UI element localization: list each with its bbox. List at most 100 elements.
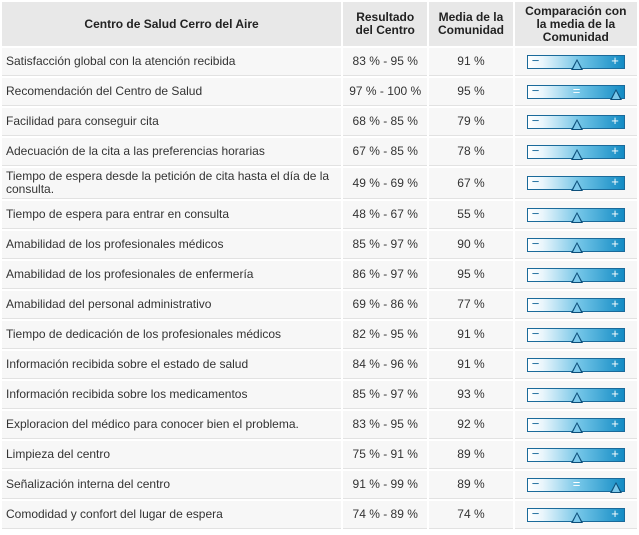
row-community-mean: 90 % bbox=[429, 231, 513, 259]
triangle-marker-center-icon bbox=[570, 211, 583, 223]
table-row: Satisfacción global con la atención reci… bbox=[2, 48, 637, 76]
row-result-range: 85 % - 97 % bbox=[343, 381, 428, 409]
plus-icon: + bbox=[611, 142, 619, 158]
table-row: Amabilidad de los profesionales médicos 8… bbox=[2, 231, 637, 259]
row-community-mean: 55 % bbox=[429, 201, 513, 229]
minus-icon: − bbox=[531, 445, 540, 461]
row-result-range: 68 % - 85 % bbox=[343, 108, 428, 136]
row-result-range: 49 % - 69 % bbox=[343, 168, 428, 199]
row-comparison: − + bbox=[514, 411, 637, 439]
minus-icon: − bbox=[531, 112, 540, 128]
plus-icon: + bbox=[611, 112, 619, 128]
row-community-mean: 79 % bbox=[429, 108, 513, 136]
plus-icon: + bbox=[611, 265, 619, 281]
row-result-range: 84 % - 96 % bbox=[343, 351, 428, 379]
comparison-bar: − + bbox=[526, 142, 625, 160]
row-community-mean: 91 % bbox=[429, 48, 513, 76]
row-item-label: Facilidad para conseguir cita bbox=[2, 108, 342, 136]
triangle-marker-center-icon bbox=[570, 391, 583, 403]
minus-icon: − bbox=[531, 505, 540, 521]
triangle-marker-center-icon bbox=[570, 451, 583, 463]
row-item-label: Amabilidad del personal administrativo bbox=[2, 291, 342, 319]
row-result-range: 48 % - 67 % bbox=[343, 201, 428, 229]
row-item-label: Limpieza del centro bbox=[2, 441, 342, 469]
plus-icon: + bbox=[611, 174, 619, 189]
row-community-mean: 77 % bbox=[429, 291, 513, 319]
minus-icon: − bbox=[531, 325, 540, 341]
table-row: Comodidad y confort del lugar de espera 7… bbox=[2, 501, 637, 529]
row-item-label: Recomendación del Centro de Salud bbox=[2, 78, 342, 106]
row-comparison: − + bbox=[514, 138, 637, 166]
row-comparison: − = bbox=[514, 78, 637, 106]
row-result-range: 85 % - 97 % bbox=[343, 231, 428, 259]
row-community-mean: 78 % bbox=[429, 138, 513, 166]
comparison-bar: − + bbox=[526, 325, 625, 343]
row-item-label: Adecuación de la cita a las preferencias… bbox=[2, 138, 342, 166]
comparison-bar: − = bbox=[526, 475, 625, 493]
comparison-bar: − + bbox=[526, 385, 625, 403]
row-comparison: − + bbox=[514, 501, 637, 529]
comparison-bar: − + bbox=[526, 415, 625, 433]
row-result-range: 91 % - 99 % bbox=[343, 471, 428, 499]
row-comparison: − + bbox=[514, 291, 637, 319]
table-row: Amabilidad del personal administrativo 69… bbox=[2, 291, 637, 319]
row-result-range: 69 % - 86 % bbox=[343, 291, 428, 319]
row-item-label: Amabilidad de los profesionales médicos bbox=[2, 231, 342, 259]
header-row: Centro de Salud Cerro del Aire Resultado… bbox=[2, 2, 637, 46]
comparison-bar: − + bbox=[526, 52, 625, 70]
table-row: Señalización interna del centro 91 % - 99… bbox=[2, 471, 637, 499]
triangle-marker-center-icon bbox=[570, 241, 583, 253]
row-item-label: Amabilidad de los profesionales de enfer… bbox=[2, 261, 342, 289]
row-item-label: Tiempo de dedicación de los profesionale… bbox=[2, 321, 342, 349]
table-row: Adecuación de la cita a las preferencias… bbox=[2, 138, 637, 166]
plus-icon: + bbox=[611, 295, 619, 311]
row-result-range: 97 % - 100 % bbox=[343, 78, 428, 106]
table-row: Amabilidad de los profesionales de enfer… bbox=[2, 261, 637, 289]
minus-icon: − bbox=[531, 235, 540, 251]
table-row: Información recibida sobre los medicamen… bbox=[2, 381, 637, 409]
row-result-range: 74 % - 89 % bbox=[343, 501, 428, 529]
triangle-marker-center-icon bbox=[570, 421, 583, 433]
row-comparison: − + bbox=[514, 48, 637, 76]
row-result-range: 86 % - 97 % bbox=[343, 261, 428, 289]
row-comparison: − = bbox=[514, 471, 637, 499]
row-comparison: − + bbox=[514, 231, 637, 259]
comparison-bar: − + bbox=[526, 265, 625, 283]
table-row: Recomendación del Centro de Salud 97 % - … bbox=[2, 78, 637, 106]
row-comparison: − + bbox=[514, 108, 637, 136]
table-row: Limpieza del centro 75 % - 91 % 89 % − + bbox=[2, 441, 637, 469]
row-community-mean: 91 % bbox=[429, 351, 513, 379]
minus-icon: − bbox=[531, 295, 540, 311]
row-result-range: 67 % - 85 % bbox=[343, 138, 428, 166]
minus-icon: − bbox=[531, 385, 540, 401]
row-result-range: 82 % - 95 % bbox=[343, 321, 428, 349]
minus-icon: − bbox=[531, 52, 540, 68]
comparison-bar: − + bbox=[526, 295, 625, 313]
row-item-label: Exploracion del médico para conocer bien… bbox=[2, 411, 342, 439]
row-item-label: Información recibida sobre los medicamen… bbox=[2, 381, 342, 409]
row-community-mean: 89 % bbox=[429, 441, 513, 469]
row-community-mean: 67 % bbox=[429, 168, 513, 199]
plus-icon: + bbox=[611, 205, 619, 221]
table-row: Tiempo de espera para entrar en consulta… bbox=[2, 201, 637, 229]
triangle-marker-center-icon bbox=[570, 58, 583, 70]
row-result-range: 83 % - 95 % bbox=[343, 411, 428, 439]
plus-icon: + bbox=[611, 355, 619, 371]
comparison-bar: − + bbox=[526, 355, 625, 373]
table-row: Tiempo de dedicación de los profesionale… bbox=[2, 321, 637, 349]
minus-icon: − bbox=[531, 415, 540, 431]
triangle-marker-center-icon bbox=[570, 148, 583, 160]
comparison-bar: − + bbox=[526, 205, 625, 223]
triangle-marker-center-icon bbox=[570, 511, 583, 523]
header-result: Resultado del Centro bbox=[343, 2, 428, 46]
header-mean: Media de la Comunidad bbox=[429, 2, 513, 46]
row-result-range: 75 % - 91 % bbox=[343, 441, 428, 469]
row-item-label: Tiempo de espera desde la petición de ci… bbox=[2, 168, 342, 199]
plus-icon: + bbox=[611, 505, 619, 521]
plus-icon: + bbox=[611, 325, 619, 341]
minus-icon: − bbox=[531, 475, 540, 491]
row-community-mean: 92 % bbox=[429, 411, 513, 439]
triangle-marker-right-icon bbox=[609, 481, 622, 493]
triangle-marker-center-icon bbox=[570, 118, 583, 130]
row-item-label: Comodidad y confort del lugar de espera bbox=[2, 501, 342, 529]
